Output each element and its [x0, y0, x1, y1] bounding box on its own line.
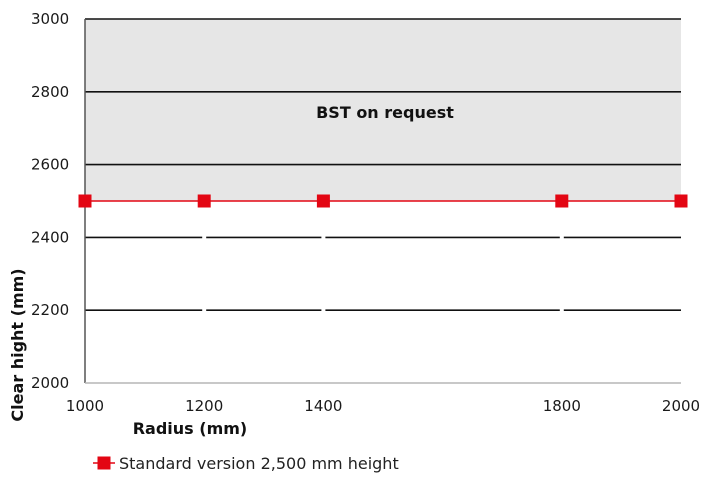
- data-point: [316, 194, 330, 208]
- legend-marker: [97, 456, 111, 470]
- y-tick-label: 3000: [31, 10, 69, 28]
- legend-label: Standard version 2,500 mm height: [119, 454, 399, 473]
- y-tick-label: 2800: [31, 83, 69, 101]
- x-tick-label: 2000: [662, 397, 700, 415]
- data-point: [674, 194, 688, 208]
- region-label: BST on request: [316, 103, 454, 122]
- legend: Standard version 2,500 mm height: [93, 454, 399, 473]
- x-tick-label: 1200: [185, 397, 223, 415]
- x-tick-labels: 1000 1200 1400 1800 2000: [66, 397, 700, 415]
- y-tick-label: 2200: [31, 301, 69, 319]
- data-point: [78, 194, 92, 208]
- grid-layer: [85, 18, 681, 312]
- x-axis-title: Radius (mm): [133, 419, 248, 438]
- y-axis-title: Clear hight (mm): [8, 268, 27, 421]
- series-layer: [78, 194, 688, 208]
- x-tick-label: 1800: [543, 397, 581, 415]
- data-point: [555, 194, 569, 208]
- y-tick-label: 2600: [31, 156, 69, 174]
- request-region: [85, 19, 681, 201]
- data-point: [197, 194, 211, 208]
- y-tick-labels: 2000 2200 2400 2600 2800 3000: [31, 10, 69, 392]
- y-tick-label: 2400: [31, 228, 69, 246]
- x-tick-label: 1400: [304, 397, 342, 415]
- x-tick-label: 1000: [66, 397, 104, 415]
- y-tick-label: 2000: [31, 374, 69, 392]
